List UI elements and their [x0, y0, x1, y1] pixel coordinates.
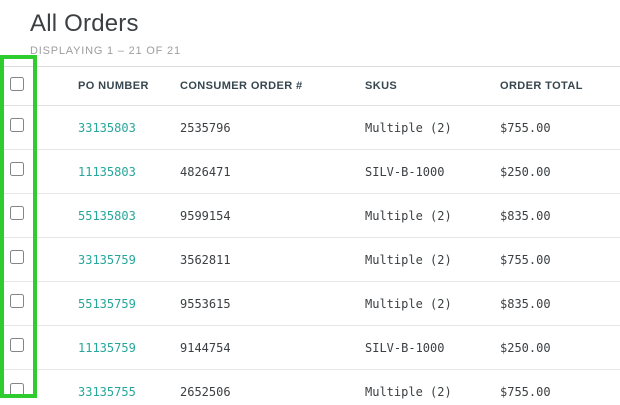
skus-cell: Multiple (2)	[365, 296, 452, 311]
table-body: 33135803 2535796 Multiple (2) $755.00 11…	[0, 106, 620, 405]
po-number-cell: 33135759	[78, 251, 180, 269]
row-select-checkbox[interactable]	[10, 250, 24, 264]
row-select-checkbox[interactable]	[10, 382, 24, 397]
select-all-checkbox[interactable]	[10, 76, 24, 91]
column-header-skus: SKUS	[365, 80, 398, 92]
consumer-order-cell: 9553615	[180, 296, 231, 311]
po-number-cell: 11135803	[78, 163, 180, 181]
row-checkbox-cell	[0, 118, 78, 137]
po-number-link[interactable]: 33135759	[78, 252, 136, 267]
order-total-cell: $755.00	[500, 385, 551, 399]
po-number-cell: 33135803	[78, 119, 180, 137]
skus-cell: Multiple (2)	[365, 252, 452, 267]
table-row: 33135755 2652506 Multiple (2) $755.00	[0, 370, 620, 405]
row-select-checkbox[interactable]	[10, 294, 24, 308]
order-total-cell: $250.00	[500, 340, 551, 355]
po-number-link[interactable]: 55135803	[78, 208, 136, 223]
order-total-cell: $755.00	[500, 252, 551, 267]
row-checkbox-cell	[0, 250, 78, 269]
skus-cell: SILV-B-1000	[365, 340, 445, 355]
order-total-cell: $835.00	[500, 296, 551, 311]
order-total-cell: $835.00	[500, 208, 551, 223]
row-checkbox-cell	[0, 162, 78, 181]
order-total-cell: $250.00	[500, 164, 551, 179]
table-row: 11135803 4826471 SILV-B-1000 $250.00	[0, 150, 620, 194]
skus-cell: Multiple (2)	[365, 385, 452, 399]
page-title: All Orders	[30, 10, 139, 37]
row-checkbox-cell	[0, 338, 78, 357]
row-select-checkbox[interactable]	[10, 118, 24, 132]
po-number-cell: 33135755	[78, 383, 180, 401]
skus-cell: Multiple (2)	[365, 120, 452, 135]
column-header-order-total: ORDER TOTAL	[500, 80, 583, 92]
skus-cell: Multiple (2)	[365, 208, 452, 223]
consumer-order-cell: 3562811	[180, 252, 231, 267]
po-number-cell: 55135803	[78, 207, 180, 225]
po-number-link[interactable]: 33135755	[78, 385, 136, 399]
po-number-link[interactable]: 33135803	[78, 120, 136, 135]
table-row: 55135759 9553615 Multiple (2) $835.00	[0, 282, 620, 326]
row-checkbox-cell	[0, 206, 78, 225]
po-number-cell: 11135759	[78, 339, 180, 357]
po-number-cell: 55135759	[78, 295, 180, 313]
po-number-link[interactable]: 11135759	[78, 340, 136, 355]
column-header-po-number: PO NUMBER	[78, 80, 149, 92]
header-checkbox-cell	[0, 76, 78, 96]
table-row: 33135759 3562811 Multiple (2) $755.00	[0, 238, 620, 282]
consumer-order-cell: 2652506	[180, 385, 231, 399]
row-select-checkbox[interactable]	[10, 338, 24, 352]
row-checkbox-cell	[0, 382, 78, 402]
table-header-row: PO NUMBER CONSUMER ORDER # SKUS ORDER TO…	[0, 66, 620, 106]
row-checkbox-cell	[0, 294, 78, 313]
skus-cell: SILV-B-1000	[365, 164, 445, 179]
page-header: All Orders DISPLAYING 1 – 21 OF 21	[0, 0, 620, 57]
column-header-consumer-order: CONSUMER ORDER #	[180, 80, 303, 92]
table-row: 33135803 2535796 Multiple (2) $755.00	[0, 106, 620, 150]
consumer-order-cell: 2535796	[180, 120, 231, 135]
order-total-cell: $755.00	[500, 120, 551, 135]
row-select-checkbox[interactable]	[10, 162, 24, 176]
consumer-order-cell: 9599154	[180, 208, 231, 223]
po-number-link[interactable]: 11135803	[78, 164, 136, 179]
table-row: 55135803 9599154 Multiple (2) $835.00	[0, 194, 620, 238]
orders-table: PO NUMBER CONSUMER ORDER # SKUS ORDER TO…	[0, 66, 620, 405]
row-select-checkbox[interactable]	[10, 206, 24, 220]
results-count: DISPLAYING 1 – 21 OF 21	[30, 45, 181, 57]
table-row: 11135759 9144754 SILV-B-1000 $250.00	[0, 326, 620, 370]
po-number-link[interactable]: 55135759	[78, 296, 136, 311]
consumer-order-cell: 9144754	[180, 340, 231, 355]
consumer-order-cell: 4826471	[180, 164, 231, 179]
